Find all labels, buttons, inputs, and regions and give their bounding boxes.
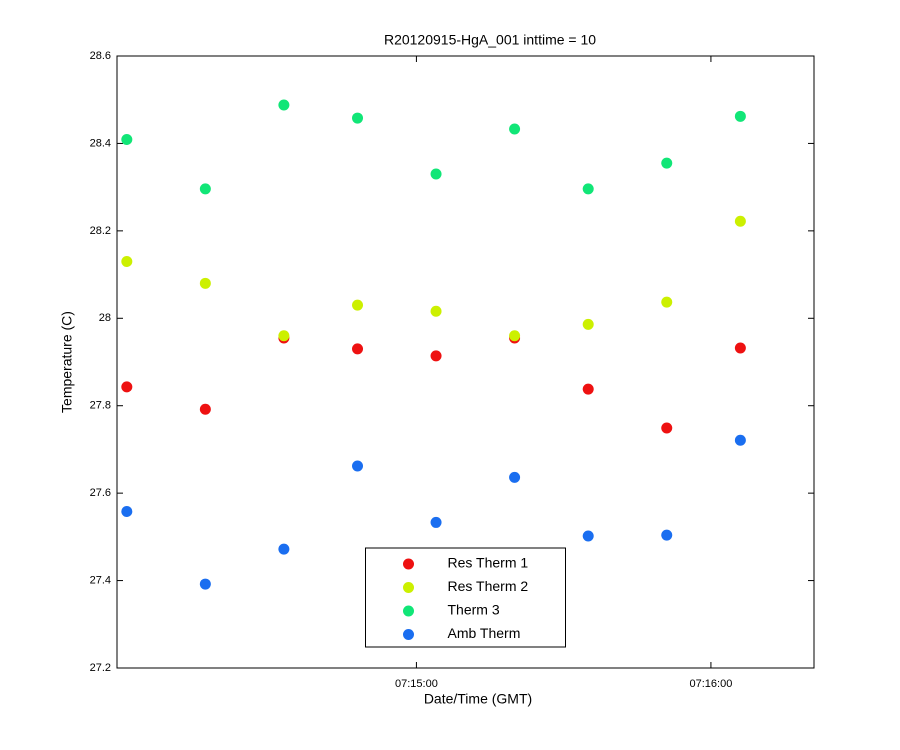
data-point [582, 183, 594, 195]
legend-label: Res Therm 2 [448, 578, 529, 594]
y-tick-label: 28.6 [90, 50, 111, 62]
data-point [661, 296, 673, 308]
data-point [661, 529, 673, 541]
legend-marker [403, 582, 414, 593]
data-point [278, 99, 290, 111]
data-point [509, 123, 521, 135]
y-tick-label: 28 [99, 312, 111, 324]
data-point [352, 112, 364, 124]
legend-label: Res Therm 1 [448, 555, 529, 571]
data-point [734, 110, 746, 122]
data-point [121, 133, 133, 145]
data-point [352, 460, 364, 472]
data-point [199, 403, 211, 415]
data-point [278, 543, 290, 555]
data-point [661, 157, 673, 169]
data-point [199, 183, 211, 195]
data-point [352, 299, 364, 311]
x-tick-label: 07:16:00 [690, 678, 733, 690]
legend-marker [403, 605, 414, 617]
x-tick-label: 07:15:00 [395, 678, 438, 690]
data-point [199, 578, 211, 590]
y-tick-label: 27.8 [90, 400, 111, 412]
data-point [734, 215, 746, 227]
y-tick-label: 28.4 [90, 137, 111, 149]
data-point [121, 381, 133, 393]
x-axis-label: Date/Time (GMT) [424, 691, 532, 707]
legend-marker [403, 558, 414, 570]
legend-label: Amb Therm [448, 625, 521, 641]
data-point [734, 342, 746, 354]
y-tick-label: 27.6 [90, 487, 111, 499]
legend-box [365, 547, 566, 648]
data-point [430, 350, 442, 362]
y-tick-label: 28.2 [90, 225, 111, 237]
legend-marker [403, 629, 414, 640]
legend-label: Therm 3 [448, 602, 500, 618]
data-point [121, 506, 133, 518]
data-point [278, 330, 290, 342]
data-point [509, 330, 521, 342]
data-point [582, 318, 594, 330]
data-point [430, 168, 442, 180]
data-point [199, 277, 211, 289]
data-point [430, 516, 442, 528]
data-point [582, 530, 594, 542]
data-point [582, 383, 594, 395]
data-point [121, 255, 133, 267]
y-tick-label: 27.2 [90, 662, 111, 674]
data-point [352, 343, 364, 355]
data-point [661, 422, 673, 434]
data-point [430, 305, 442, 317]
y-tick-label: 27.4 [90, 574, 111, 586]
chart-title: R20120915-HgA_001 inttime = 10 [384, 32, 596, 48]
y-axis-label: Temperature (C) [59, 311, 75, 413]
data-point [734, 434, 746, 446]
data-point [509, 471, 521, 483]
